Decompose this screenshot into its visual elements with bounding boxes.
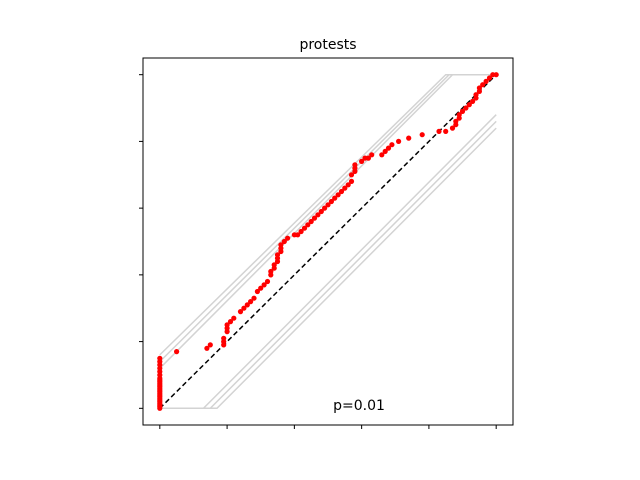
data-point — [318, 208, 324, 215]
data-point — [311, 215, 318, 221]
data-point — [301, 225, 308, 231]
data-point — [345, 182, 351, 188]
data-point — [278, 242, 284, 248]
data-point — [315, 212, 321, 218]
data-point — [449, 125, 456, 131]
envelope-bands — [159, 73, 497, 410]
x-axis-ticks — [159, 425, 497, 429]
data-point — [332, 195, 338, 201]
data-point — [207, 342, 213, 348]
chart-title: protests — [299, 37, 356, 53]
data-point — [396, 138, 402, 144]
p-value-annotation: p=0.01 — [333, 398, 385, 414]
data-point — [493, 72, 499, 78]
data-point — [385, 145, 392, 151]
data-point — [237, 309, 244, 315]
data-point — [335, 192, 341, 198]
y-axis-ticks — [139, 74, 143, 409]
data-point — [325, 202, 331, 208]
data-point — [348, 178, 355, 184]
data-points — [157, 72, 499, 411]
data-point — [453, 118, 459, 124]
data-point — [295, 232, 301, 238]
data-point — [365, 155, 371, 161]
data-point — [308, 218, 314, 225]
data-point — [389, 142, 395, 148]
data-point — [436, 128, 442, 134]
data-point — [359, 158, 365, 164]
data-point — [459, 108, 466, 114]
data-point — [157, 377, 163, 383]
envelope-band-5 — [159, 127, 497, 410]
data-point — [305, 222, 311, 228]
data-point — [338, 188, 345, 195]
data-point — [264, 278, 271, 285]
data-point — [382, 148, 388, 154]
data-point — [274, 252, 281, 258]
data-point — [480, 82, 486, 88]
data-point — [379, 152, 385, 158]
data-point — [268, 268, 274, 275]
data-point — [248, 299, 254, 305]
data-point — [483, 78, 489, 84]
data-point — [342, 185, 348, 191]
data-point — [231, 315, 237, 321]
data-point — [285, 235, 291, 241]
data-point — [348, 172, 355, 178]
data-point — [227, 319, 234, 325]
data-point — [476, 85, 482, 91]
data-point — [369, 152, 375, 158]
data-point — [224, 322, 230, 328]
data-point — [406, 135, 412, 141]
data-point — [443, 128, 449, 134]
data-point — [419, 132, 425, 138]
data-point — [328, 198, 334, 205]
data-point — [174, 349, 180, 355]
data-point — [244, 302, 250, 308]
data-point — [251, 295, 257, 301]
data-point — [241, 305, 247, 311]
data-point — [298, 228, 304, 235]
data-point — [352, 162, 358, 168]
plot-frame — [142, 57, 514, 426]
data-point — [463, 105, 469, 111]
data-point — [281, 238, 287, 245]
data-point — [271, 262, 277, 268]
data-point — [466, 102, 472, 108]
data-point — [473, 92, 479, 98]
data-point — [261, 282, 267, 288]
envelope-band-2 — [159, 73, 497, 369]
data-point — [258, 285, 264, 291]
data-point — [470, 98, 476, 104]
data-point — [456, 112, 462, 118]
data-point — [322, 205, 328, 211]
data-point — [486, 75, 493, 81]
data-point — [204, 345, 210, 351]
data-point — [221, 335, 227, 341]
data-point — [157, 355, 163, 361]
data-point — [254, 288, 260, 295]
